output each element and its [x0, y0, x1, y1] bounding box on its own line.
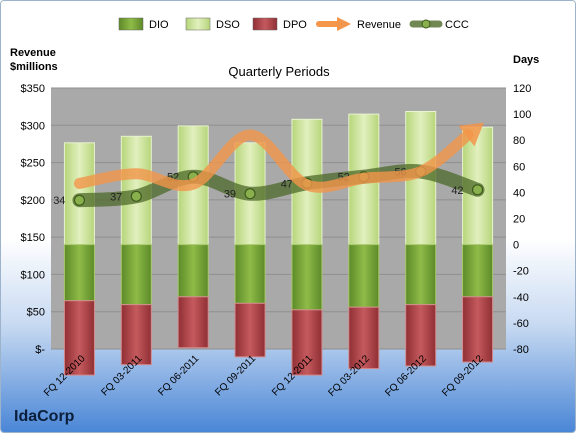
left-tick-label: $100 — [21, 269, 45, 281]
right-tick-label: 80 — [513, 135, 525, 147]
right-tick-label: -60 — [513, 318, 529, 330]
right-tick-label: -40 — [513, 292, 529, 304]
company-name: IdaCorp — [14, 408, 75, 425]
bar-layer — [63, 110, 494, 376]
dio-bar — [348, 244, 380, 308]
ccc-data-label: 47 — [281, 178, 293, 190]
dio-bar — [63, 244, 95, 302]
legend-label: CCC — [445, 19, 469, 31]
ccc-data-label: 37 — [110, 191, 122, 203]
right-tick-label: -20 — [513, 266, 529, 278]
right-tick-label: 60 — [513, 161, 525, 173]
ccc-data-label: 42 — [451, 185, 463, 197]
dpo-bar — [405, 304, 437, 367]
left-tick-label: $300 — [21, 120, 45, 132]
right-tick-label: 100 — [513, 109, 531, 121]
chart-title: Quarterly Periods — [228, 64, 330, 79]
right-tick-label: 0 — [513, 240, 519, 252]
left-tick-label: $250 — [21, 158, 45, 170]
legend-swatch-arrow — [337, 17, 351, 31]
dio-bar — [405, 244, 437, 306]
dio-bar — [177, 244, 209, 298]
legend-label: DPO — [283, 19, 307, 31]
ccc-point — [73, 194, 86, 206]
legend-swatch-marker — [421, 19, 431, 29]
dpo-bar — [63, 300, 95, 376]
legend-swatch — [185, 17, 211, 31]
dpo-bar — [462, 296, 494, 363]
left-tick-label: $350 — [21, 83, 45, 95]
legend-label: DSO — [216, 19, 240, 31]
right-tick-label: 120 — [513, 83, 531, 95]
right-axis-ticks: 120 100 80 60 40 20 0 -20 -40 -60 -80 — [513, 83, 531, 356]
dpo-bar — [348, 306, 380, 370]
right-tick-label: 20 — [513, 214, 525, 226]
dpo-bar — [291, 309, 323, 376]
legend-label: DIO — [149, 19, 169, 31]
right-tick-label: -80 — [513, 344, 529, 356]
right-axis-label: Days — [513, 54, 539, 66]
right-tick-label: 40 — [513, 187, 525, 199]
dpo-bar — [177, 296, 209, 349]
legend-swatch — [118, 17, 144, 31]
dpo-bar — [120, 304, 152, 366]
ccc-point — [471, 184, 484, 196]
ccc-data-label: 34 — [53, 195, 65, 207]
ccc-point — [244, 188, 256, 200]
revenue-line — [73, 129, 474, 193]
left-axis-ticks: $350 $300 $250 $200 $150 $100 $50 $- — [21, 83, 46, 356]
plot-area — [51, 88, 506, 349]
left-axis-label-line2: $millions — [10, 61, 58, 73]
dio-bar — [462, 244, 494, 298]
legend-label: Revenue — [357, 19, 401, 31]
dpo-bar — [234, 302, 266, 358]
left-tick-label: $150 — [21, 232, 45, 244]
dio-bar — [234, 244, 266, 304]
left-tick-label: $200 — [21, 195, 45, 207]
legend: DIO DSO DPO Revenue CCC — [118, 17, 469, 31]
left-axis-label-line1: Revenue — [10, 47, 56, 59]
dio-bar — [291, 244, 323, 311]
ccc-point — [130, 190, 142, 202]
left-tick-label: $- — [35, 344, 45, 356]
revenue-arrowhead — [458, 122, 484, 147]
legend-swatch — [252, 17, 278, 31]
ccc-data-label: 39 — [224, 189, 236, 201]
left-tick-label: $50 — [27, 307, 45, 319]
dio-bar — [120, 244, 152, 306]
